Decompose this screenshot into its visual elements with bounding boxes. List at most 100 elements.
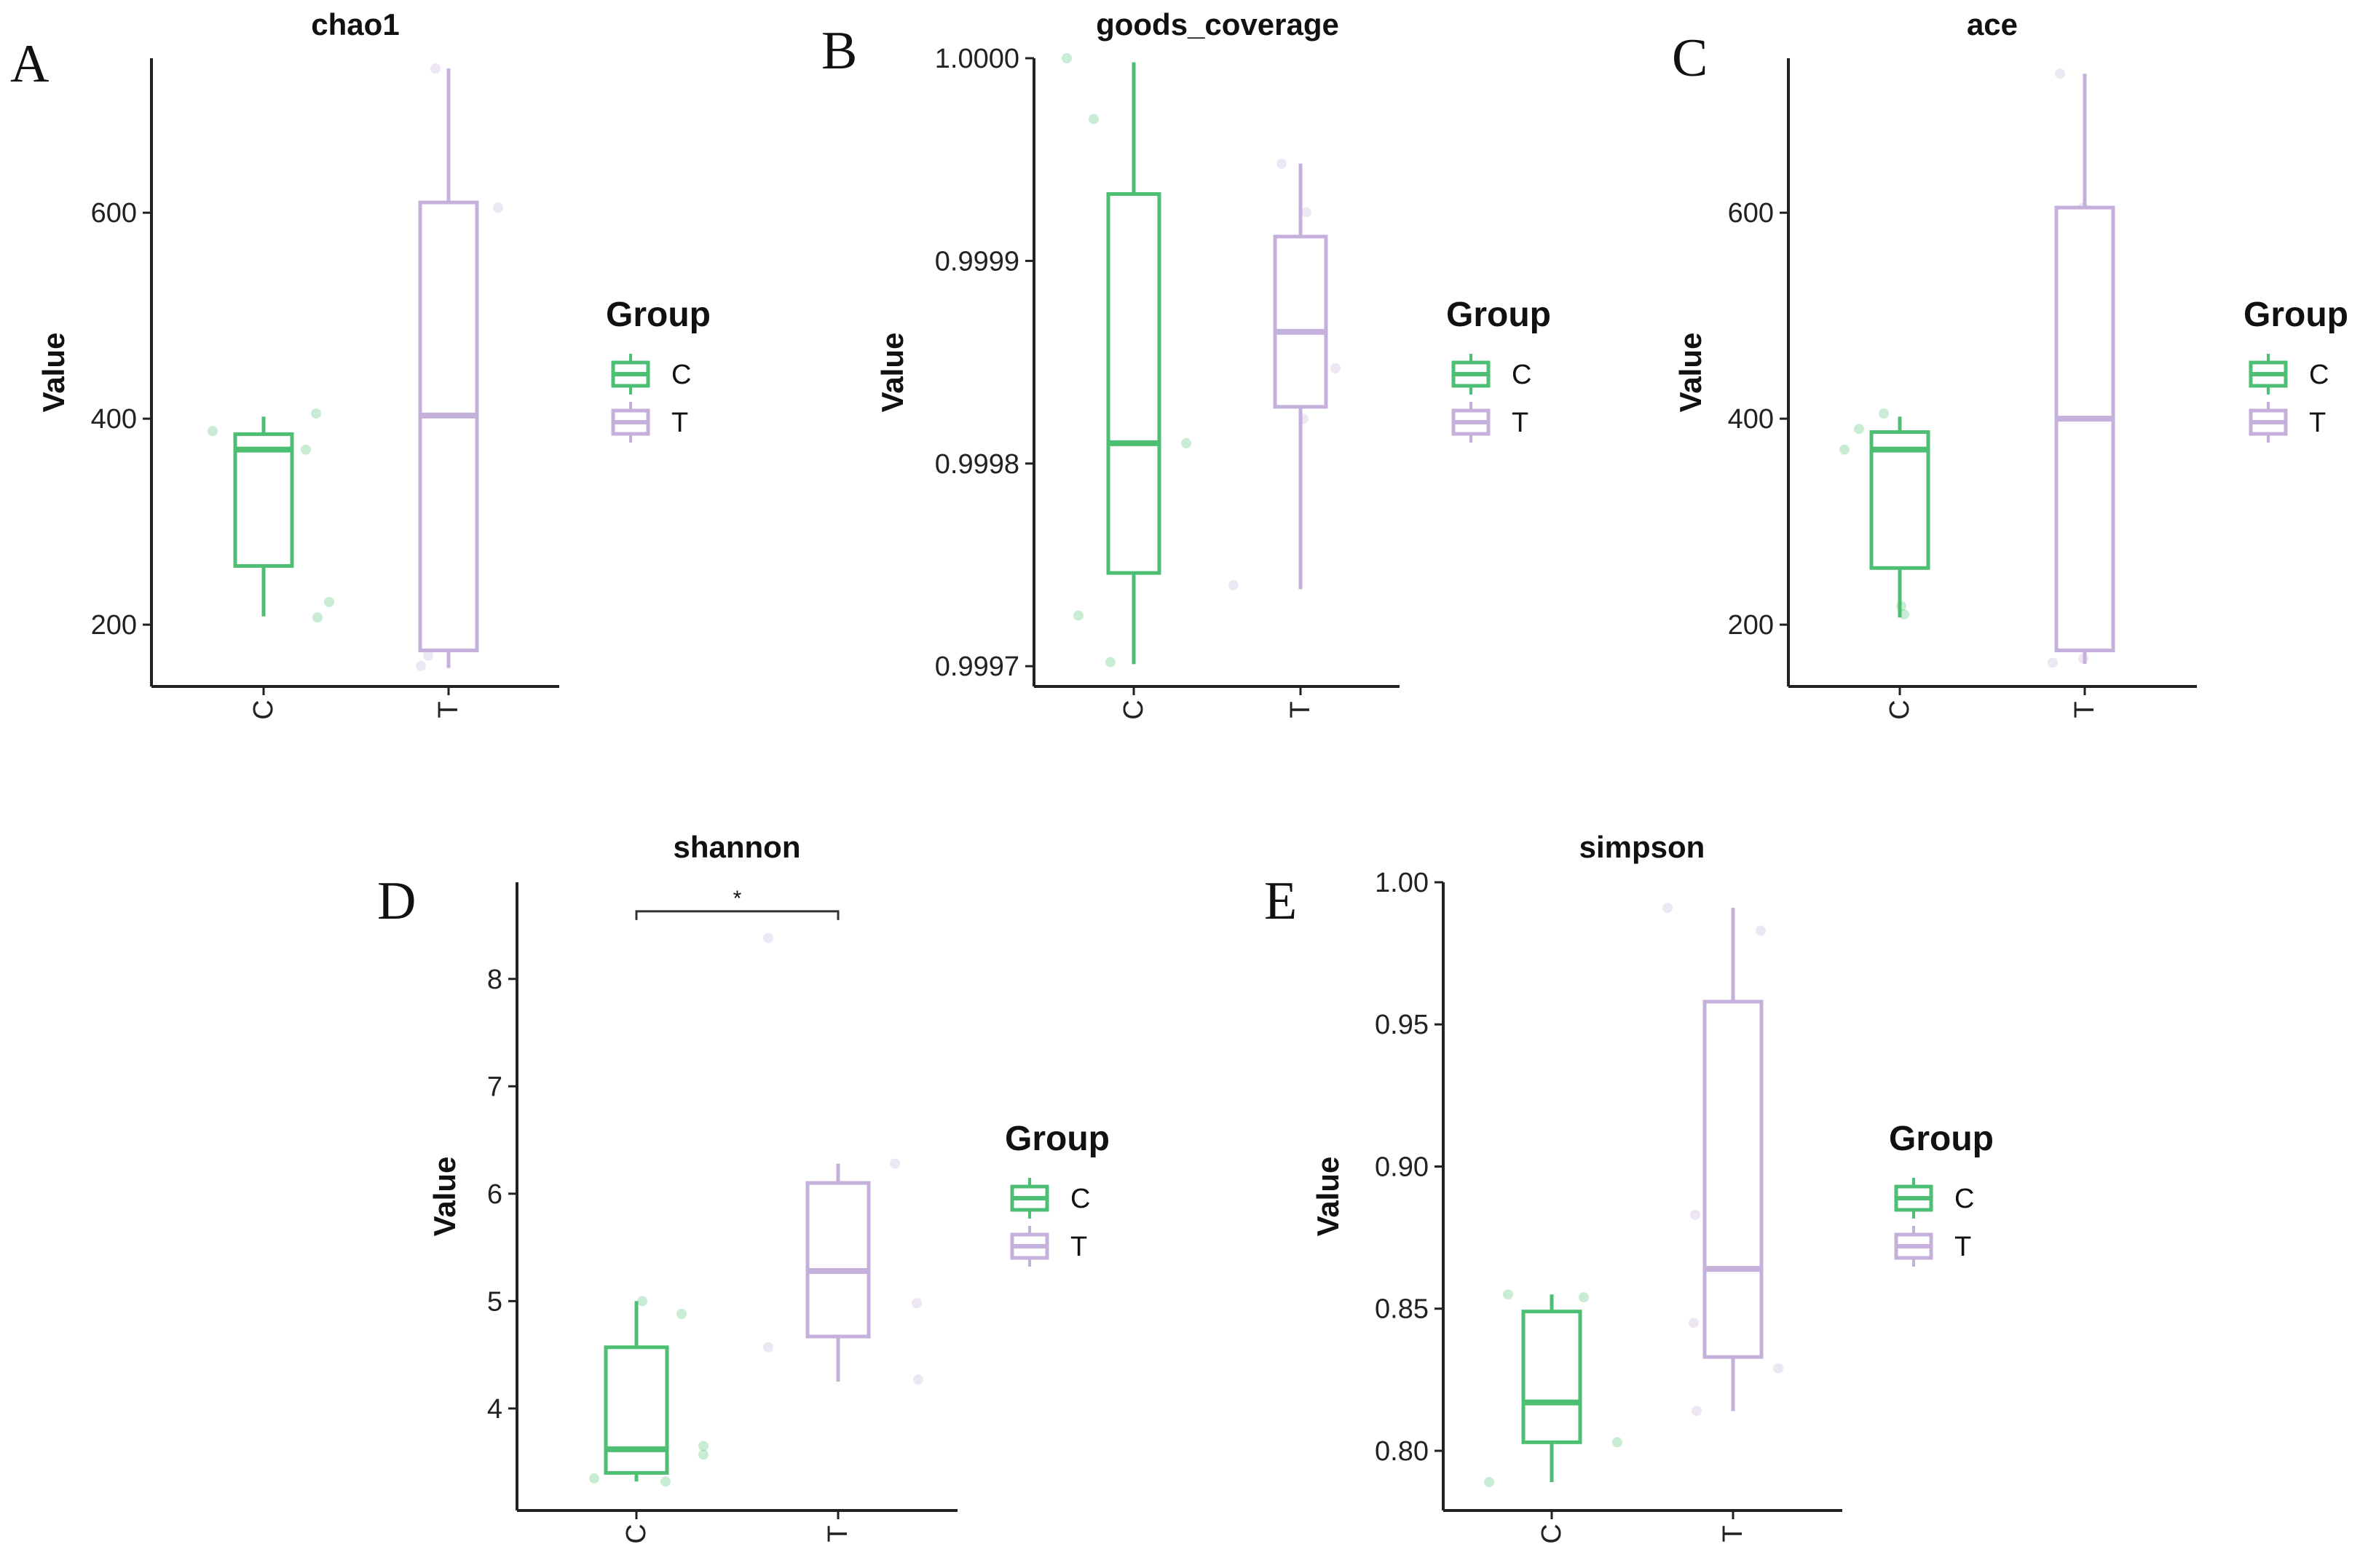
y-tick-label: 0.9997 <box>935 652 1019 682</box>
y-axis-title: Value <box>1673 333 1708 413</box>
data-point <box>1839 444 1850 455</box>
y-axis-title: Value <box>875 333 909 413</box>
x-tick-label: T <box>823 1525 853 1542</box>
data-point <box>1689 1318 1699 1329</box>
data-point <box>1690 1209 1700 1220</box>
y-axis-title: Value <box>36 333 71 413</box>
y-tick-label: 400 <box>1728 404 1774 435</box>
box-C <box>1106 192 1161 575</box>
data-point <box>1879 408 1889 419</box>
panel-letter: A <box>10 34 49 94</box>
data-point <box>1854 424 1864 435</box>
data-point <box>1662 903 1673 914</box>
data-point <box>416 660 426 671</box>
x-tick-label: C <box>621 1524 652 1543</box>
legend-title: Group <box>2243 296 2348 334</box>
y-tick-label: 6 <box>487 1179 502 1210</box>
legend-label-T: T <box>1512 408 1528 438</box>
data-point <box>1579 1292 1589 1303</box>
panel-letter: D <box>377 871 416 931</box>
y-tick-label: 5 <box>487 1286 502 1317</box>
data-point <box>1773 1363 1783 1374</box>
data-point <box>1692 1406 1702 1417</box>
box-C <box>1521 1310 1582 1444</box>
x-tick-label: T <box>433 701 464 718</box>
y-tick-label: 1.00 <box>1375 868 1429 898</box>
box-T <box>805 1181 871 1339</box>
box-T <box>1702 999 1764 1359</box>
data-point <box>208 426 218 437</box>
data-point <box>763 1342 773 1353</box>
legend-label-C: C <box>1512 360 1531 390</box>
box-C <box>604 1345 669 1475</box>
data-point <box>493 202 503 213</box>
box-C <box>233 432 294 568</box>
data-point <box>676 1309 687 1320</box>
box-T <box>418 200 479 652</box>
data-point <box>1089 114 1099 124</box>
data-point <box>1276 158 1287 169</box>
data-point <box>423 650 433 661</box>
legend-key-C <box>2249 354 2288 395</box>
legend: Group CT <box>1446 296 1551 443</box>
legend-key-T <box>1894 1226 1933 1267</box>
data-point <box>1228 579 1239 590</box>
legend-title: Group <box>1005 1120 1110 1158</box>
box-C <box>1869 430 1930 570</box>
data-point <box>1484 1476 1494 1487</box>
y-tick-label: 400 <box>91 404 137 435</box>
data-point <box>698 1449 709 1460</box>
data-point <box>2055 68 2065 79</box>
legend-label-C: C <box>2309 360 2329 390</box>
chart-title: goods_coverage <box>1096 7 1339 41</box>
data-point <box>763 933 773 943</box>
x-tick-label: T <box>1285 701 1316 718</box>
legend-label-C: C <box>1954 1184 1974 1214</box>
y-tick-label: 7 <box>487 1072 502 1102</box>
y-tick-label: 200 <box>91 610 137 641</box>
data-point <box>589 1473 599 1484</box>
data-point <box>660 1476 671 1487</box>
chart-title: ace <box>1967 7 2018 41</box>
y-tick-label: 0.9999 <box>935 246 1019 277</box>
legend-key-T <box>2249 402 2288 443</box>
legend-key-T <box>611 402 650 443</box>
significance-label: * <box>733 887 742 911</box>
box-T <box>1273 234 1328 409</box>
data-point <box>324 596 334 607</box>
x-tick-label: C <box>248 700 279 719</box>
legend-key-C <box>1010 1178 1049 1219</box>
panel-letter: C <box>1672 28 1708 88</box>
chart-title: chao1 <box>311 7 399 41</box>
x-tick-label: C <box>1536 1524 1567 1543</box>
data-point <box>1756 925 1766 936</box>
panel-letter: E <box>1264 871 1297 931</box>
data-point <box>1073 610 1084 621</box>
data-point <box>311 408 321 419</box>
y-tick-label: 0.80 <box>1375 1436 1429 1467</box>
y-tick-label: 600 <box>1728 198 1774 229</box>
chart-title: simpson <box>1579 830 1705 864</box>
data-point <box>2048 657 2058 668</box>
data-point <box>1330 363 1341 373</box>
y-axis-title: Value <box>1311 1157 1345 1237</box>
legend-title: Group <box>1446 296 1551 334</box>
data-point <box>301 444 311 455</box>
x-tick-label: T <box>1718 1525 1748 1542</box>
legend-label-T: T <box>1954 1232 1971 1262</box>
legend-label-T: T <box>2309 408 2326 438</box>
y-tick-label: 4 <box>487 1394 502 1425</box>
legend-key-T <box>1451 402 1491 443</box>
chart-title: shannon <box>674 830 801 864</box>
legend-title: Group <box>1889 1120 1994 1158</box>
data-point <box>912 1298 922 1309</box>
data-point <box>1105 657 1116 668</box>
data-point <box>312 612 323 623</box>
x-tick-label: C <box>1885 700 1915 719</box>
legend: Group CT <box>2243 296 2348 443</box>
